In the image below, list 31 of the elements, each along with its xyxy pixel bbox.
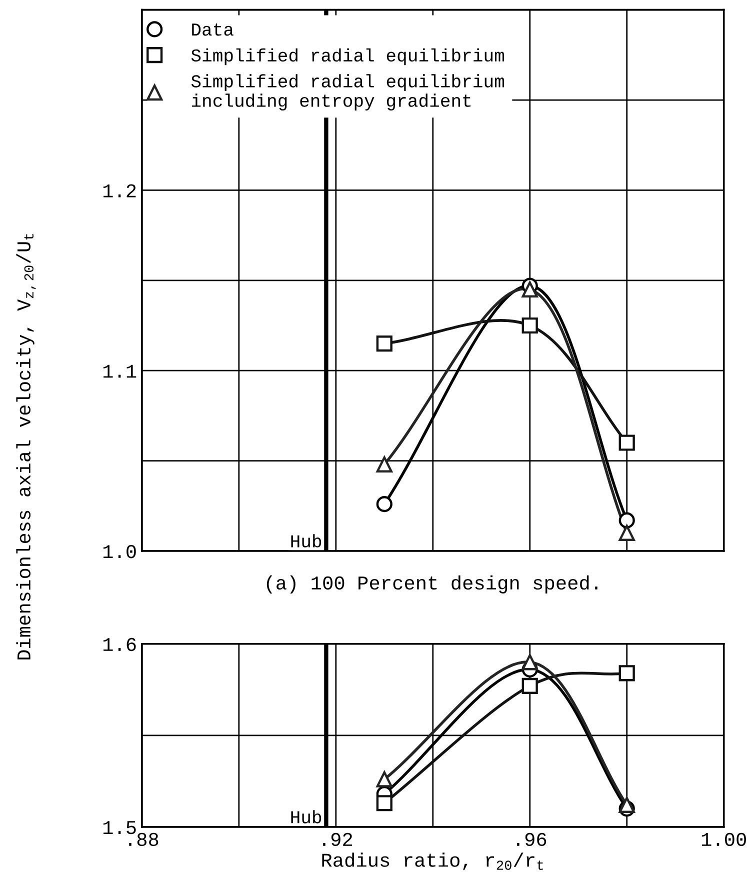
point [522,678,538,694]
x-tick-label: .96 [517,832,546,846]
legend-label: Data [192,24,234,36]
ref-line-label: Hub [291,534,322,548]
y-tick-label: 1.5 [103,821,136,834]
x-axis-title: Radius ratio, r$_{20}$/r$_{t}$ [322,852,544,870]
y-tick-label: 1.2 [103,184,136,198]
legend-label: Simplified radial equilibrium including entropy gradient [191,74,504,110]
y-tick-label: 1.6 [103,638,136,652]
y-axis-title: Dimensionless axial velocity, V$_{z,20}$/U$_{t}$ [16,234,36,660]
point [376,795,392,812]
point [522,654,538,670]
point [376,335,392,352]
ref-line-label: Hub [291,810,322,824]
x-tick-label: 1.00 [702,832,746,846]
x-tick-label: .88 [129,832,158,846]
y-tick-label: 1.1 [103,364,136,378]
point [618,524,635,541]
point [618,796,635,814]
point [522,281,538,298]
point [618,434,635,451]
point [376,771,392,788]
point [522,317,538,334]
y-tick-label: 1.0 [103,545,136,558]
x-tick-label: .92 [323,832,352,846]
point [618,665,635,682]
text: (a) 100 Percent design speed. [266,575,598,594]
point [376,496,392,512]
legend-label: Simplified radial equilibrium [191,48,504,66]
point [618,512,635,528]
point [376,456,392,472]
